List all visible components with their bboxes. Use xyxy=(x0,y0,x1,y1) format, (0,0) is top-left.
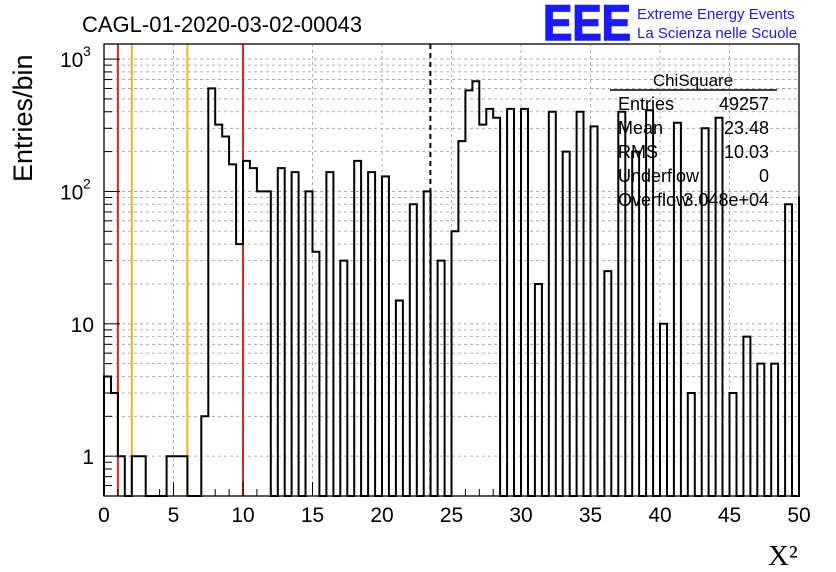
y-tick-label: 10 xyxy=(60,181,83,204)
histogram-bin xyxy=(521,109,528,496)
stats-value: 49257 xyxy=(719,94,769,114)
stats-value: 3.048e+04 xyxy=(683,190,769,210)
eee-logo-line1: Extreme Energy Events xyxy=(637,6,795,23)
histogram-bin xyxy=(264,191,271,496)
histogram-bin xyxy=(660,324,667,496)
histogram-bin xyxy=(104,376,111,496)
histogram-bin xyxy=(306,191,313,496)
histogram-bin xyxy=(111,393,118,496)
stats-box: ChiSquare Entries 49257 Mean 23.48 RMS 10.03 U… xyxy=(610,71,777,210)
histogram-bin xyxy=(180,456,187,496)
histogram-bin xyxy=(486,109,493,496)
histogram-bin xyxy=(215,125,222,496)
histogram-bin xyxy=(688,393,695,496)
histogram-bin xyxy=(236,244,243,496)
x-tick-label: 40 xyxy=(648,504,671,527)
histogram-bin xyxy=(438,261,445,496)
x-tick-label: 45 xyxy=(718,504,741,527)
histogram-bin xyxy=(410,204,417,496)
histogram-bin xyxy=(139,456,146,496)
histogram-bin xyxy=(549,112,556,496)
stats-value: 23.48 xyxy=(724,118,769,138)
histogram-bin xyxy=(174,456,181,496)
histogram xyxy=(103,80,800,497)
histogram-bin xyxy=(340,261,347,496)
stats-value: 0 xyxy=(759,166,769,186)
histogram-bin xyxy=(535,284,542,496)
x-tick-label: 35 xyxy=(579,504,602,527)
x-tick-label: 0 xyxy=(98,504,110,527)
stats-label: RMS xyxy=(618,142,658,162)
x-tick-label: 10 xyxy=(231,504,254,527)
eee-logo-line2: La Scienza nelle Scuole xyxy=(637,25,797,42)
histogram-bin xyxy=(458,141,465,496)
stats-label: Mean xyxy=(618,118,663,138)
x-axis-label: X² xyxy=(768,540,798,572)
stats-label: Underflow xyxy=(618,166,700,186)
x-tick-label: 5 xyxy=(168,504,180,527)
y-tick-label: 10 xyxy=(60,49,83,72)
eee-logo-mark: EEE xyxy=(543,0,631,51)
histogram-bin xyxy=(730,393,737,496)
y-tick-exponent: 3 xyxy=(83,43,91,59)
y-tick-label: 1 xyxy=(82,446,94,469)
x-tick-label: 25 xyxy=(440,504,463,527)
histogram-bin xyxy=(257,191,264,496)
x-tick-label: 30 xyxy=(509,504,532,527)
histogram-bin xyxy=(757,364,764,496)
histogram-bin xyxy=(472,81,479,496)
y-tick-label: 10 xyxy=(71,314,94,337)
histogram-bin xyxy=(591,126,598,496)
eee-logo: EEE Extreme Energy Events La Scienza nel… xyxy=(542,0,797,52)
y-tick-exponent: 2 xyxy=(83,175,91,191)
stats-value: 10.03 xyxy=(724,142,769,162)
stats-label: Entries xyxy=(618,94,674,114)
marker-lines xyxy=(116,44,432,496)
stats-title: ChiSquare xyxy=(653,71,733,90)
x-tick-label: 20 xyxy=(370,504,393,527)
x-tick-label: 50 xyxy=(787,504,810,527)
histogram-bin xyxy=(132,456,139,496)
grid-lines xyxy=(104,44,799,497)
chart-title: CAGL-01-2020-03-02-00043 xyxy=(82,12,362,37)
y-axis-label: Entries/bin xyxy=(8,54,38,182)
histogram-outline xyxy=(103,80,800,497)
histogram-bin xyxy=(243,161,250,496)
histogram-bin xyxy=(479,125,486,496)
x-tick-label: 15 xyxy=(301,504,324,527)
histogram-bin xyxy=(250,168,257,496)
histogram-bin xyxy=(222,137,229,496)
stats-label: Overflow xyxy=(618,190,690,210)
